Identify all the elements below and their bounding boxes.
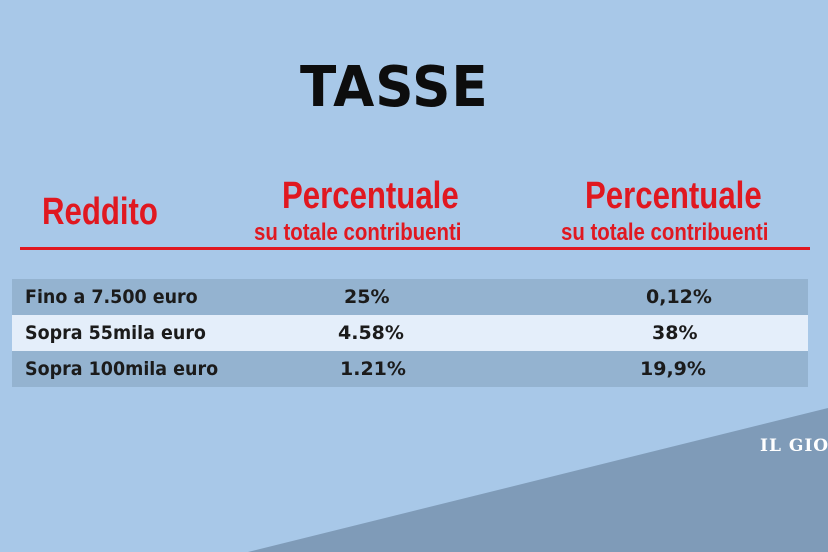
row-value-col1: 4.58% (338, 322, 404, 344)
row-value-col2: 38% (652, 322, 698, 344)
row-label: Sopra 55mila euro (25, 322, 206, 344)
column-header-percentuale-1: Percentuale (282, 175, 459, 217)
header-divider (20, 247, 810, 250)
page-title: TASSE (300, 55, 489, 120)
column-header-reddito: Reddito (42, 191, 158, 233)
table-row: Sopra 100mila euro 1.21% 19,9% (12, 351, 808, 387)
column-header-percentuale-2: Percentuale (585, 175, 762, 217)
row-label: Sopra 100mila euro (25, 358, 219, 380)
row-label: Fino a 7.500 euro (25, 286, 198, 308)
row-value-col2: 19,9% (640, 358, 706, 380)
row-value-col2: 0,12% (646, 286, 712, 308)
column-subheader-2: su totale contribuenti (561, 219, 769, 246)
table-row: Sopra 55mila euro 4.58% 38% (12, 315, 808, 351)
logo-watermark: IL GIO (760, 436, 828, 456)
column-subheader-1: su totale contribuenti (254, 219, 462, 246)
row-value-col1: 25% (344, 286, 390, 308)
row-value-col1: 1.21% (340, 358, 406, 380)
table-row: Fino a 7.500 euro 25% 0,12% (12, 279, 808, 315)
